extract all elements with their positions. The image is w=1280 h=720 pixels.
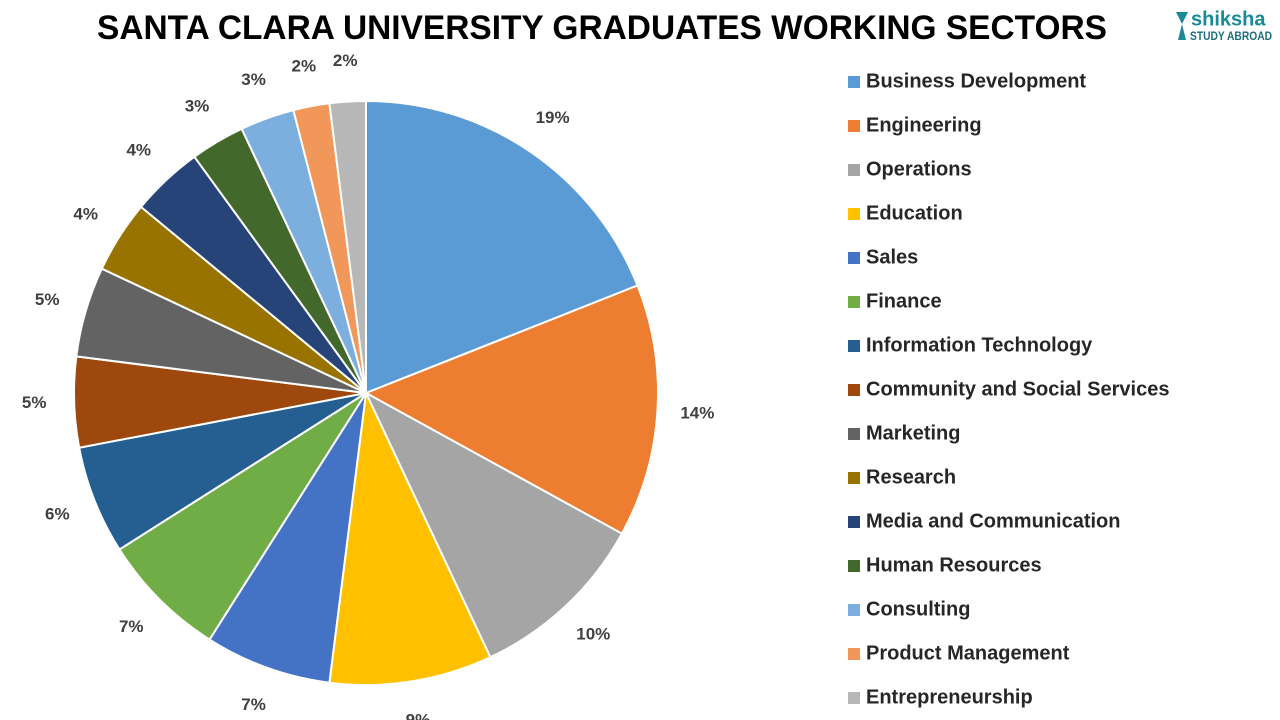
legend-label: Product Management [866,642,1070,664]
logo: shiksha STUDY ABROAD [1176,8,1272,43]
legend-label: Business Development [866,70,1086,92]
pie-slice [363,284,659,536]
data-label: 14% [680,403,714,422]
legend-swatch [848,164,860,176]
data-label: 10% [576,625,610,644]
pie-slice [328,99,367,394]
legend-label: Marketing [866,422,960,444]
data-label: 7% [241,695,266,714]
data-label: 4% [126,140,151,159]
legend-label: Operations [866,158,972,180]
legend-swatch [848,384,860,396]
legend-swatch [848,648,860,660]
data-label: 3% [185,97,210,116]
legend-swatch [848,208,860,220]
legend-label: Information Technology [866,334,1093,356]
pie-slice [363,390,624,659]
legend-label: Education [866,202,963,224]
pie-slice [328,389,492,686]
legend-swatch [848,296,860,308]
legend-swatch [848,252,860,264]
data-label: 2% [333,51,358,70]
legend-swatch [848,604,860,616]
data-label: 4% [73,205,98,224]
data-label: 2% [292,56,317,75]
legend-swatch [848,560,860,572]
legend-swatch [848,472,860,484]
logo-icon [1176,12,1188,40]
logo-name: shiksha [1191,8,1266,30]
legend-label: Media and Communication [866,510,1120,532]
chart-title: SANTA CLARA UNIVERSITY GRADUATES WORKING… [97,9,1107,47]
legend-swatch [848,340,860,352]
legend-swatch [848,428,860,440]
pie-slice [365,99,639,395]
legend-label: Human Resources [866,554,1042,576]
data-label: 6% [45,505,70,524]
legend-swatch [848,76,860,88]
legend-swatch [848,120,860,132]
legend-label: Research [866,466,956,488]
legend-swatch [848,692,860,704]
data-label: 9% [406,710,431,720]
legend-label: Community and Social Services [866,378,1169,400]
logo-tagline: STUDY ABROAD [1190,29,1272,43]
pie-slice [208,392,367,684]
data-label: 5% [22,393,47,412]
legend-label: Sales [866,246,918,268]
legend-label: Consulting [866,598,970,620]
legend-label: Finance [866,290,942,312]
data-label: 3% [241,70,266,89]
data-label: 5% [35,290,60,309]
legend-swatch [848,516,860,528]
pie-slice [118,392,367,641]
data-label: 7% [119,617,144,636]
data-label: 19% [536,108,570,127]
legend-label: Engineering [866,114,982,136]
legend-label: Entrepreneurship [866,686,1033,708]
